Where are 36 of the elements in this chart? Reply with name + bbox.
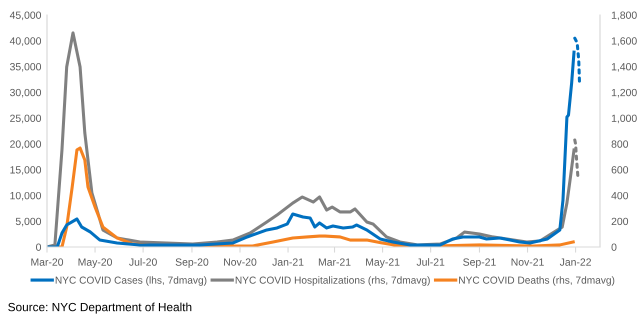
y2-tick-label: 1,000 — [612, 114, 637, 124]
y-tick-label: 5,000 — [16, 218, 42, 226]
x-tick-label: Jul-21 — [416, 258, 444, 266]
y2-tick-label: 0 — [612, 244, 616, 251]
y2-tick-label: 600 — [612, 166, 628, 174]
x-tick-label: Nov-20 — [224, 258, 256, 266]
x-tick-label: Jul-20 — [129, 258, 157, 266]
y2-tick-label: 1,200 — [612, 88, 637, 98]
x-tick-label: Mar-20 — [31, 258, 64, 266]
y2-tick-label: 1,600 — [612, 37, 637, 46]
y-tick-label: 20,000 — [10, 140, 42, 149]
x-tick-label: Nov-21 — [512, 258, 544, 266]
y2-tick-label: 800 — [612, 140, 628, 148]
y-tick-label: 35,000 — [10, 63, 42, 72]
y-tick-label: 25,000 — [10, 114, 42, 124]
legend-label: NYC COVID Deaths (rhs, 7dmavg) — [459, 276, 614, 286]
x-tick-label: May-20 — [78, 258, 112, 268]
x-tick-label: Mar-21 — [318, 258, 351, 266]
legend-label: NYC COVID Hospitalizations (rhs, 7dmavg) — [236, 276, 430, 286]
y-tick-label: 0 — [36, 244, 42, 251]
x-tick-label: May-21 — [366, 258, 400, 268]
y-tick-label: 40,000 — [10, 37, 42, 46]
y-tick-label: 15,000 — [10, 166, 42, 175]
source-note: Source: NYC Department of Health — [8, 302, 192, 314]
x-tick-label: Sep-20 — [176, 258, 208, 268]
y-tick-label: 30,000 — [10, 88, 42, 98]
y2-tick-label: 400 — [611, 192, 628, 200]
x-tick-label: Jan-22 — [560, 258, 591, 266]
y2-tick-label: 1,400 — [612, 63, 637, 72]
x-tick-label: Jan-21 — [272, 258, 304, 266]
y2-tick-label: 1,800 — [612, 12, 637, 20]
y-tick-label: 10,000 — [10, 192, 42, 201]
x-tick-label: Sep-21 — [463, 258, 496, 268]
legend-label: NYC COVID Cases (lhs, 7dmavg) — [56, 276, 206, 286]
y-tick-label: 45,000 — [10, 12, 42, 20]
y2-tick-label: 200 — [612, 218, 628, 226]
